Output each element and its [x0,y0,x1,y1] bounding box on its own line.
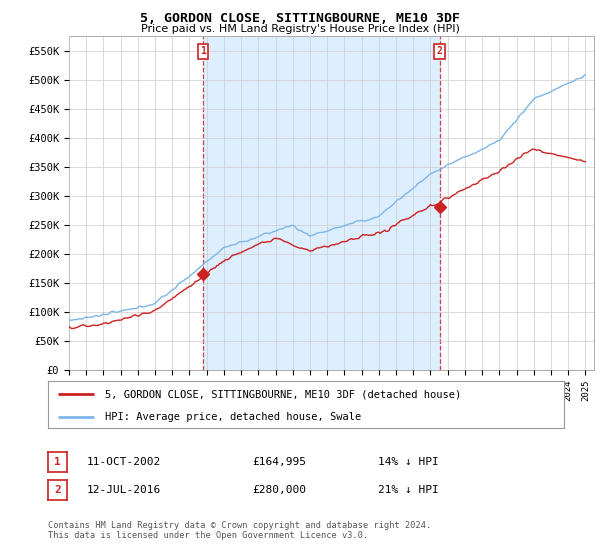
Text: Contains HM Land Registry data © Crown copyright and database right 2024.
This d: Contains HM Land Registry data © Crown c… [48,521,431,540]
Text: 1: 1 [200,46,206,57]
Text: 2: 2 [54,485,61,495]
Text: 14% ↓ HPI: 14% ↓ HPI [378,457,439,467]
Bar [203,36,440,370]
Text: 5, GORDON CLOSE, SITTINGBOURNE, ME10 3DF (detached house): 5, GORDON CLOSE, SITTINGBOURNE, ME10 3DF… [105,389,461,399]
Text: 11-OCT-2002: 11-OCT-2002 [87,457,161,467]
Text: 5, GORDON CLOSE, SITTINGBOURNE, ME10 3DF: 5, GORDON CLOSE, SITTINGBOURNE, ME10 3DF [140,12,460,25]
Text: 21% ↓ HPI: 21% ↓ HPI [378,485,439,495]
Text: 12-JUL-2016: 12-JUL-2016 [87,485,161,495]
Text: 1: 1 [54,457,61,467]
Text: 2: 2 [437,46,443,57]
Text: HPI: Average price, detached house, Swale: HPI: Average price, detached house, Swal… [105,412,361,422]
Text: Price paid vs. HM Land Registry's House Price Index (HPI): Price paid vs. HM Land Registry's House … [140,24,460,34]
Text: £280,000: £280,000 [252,485,306,495]
Text: £164,995: £164,995 [252,457,306,467]
